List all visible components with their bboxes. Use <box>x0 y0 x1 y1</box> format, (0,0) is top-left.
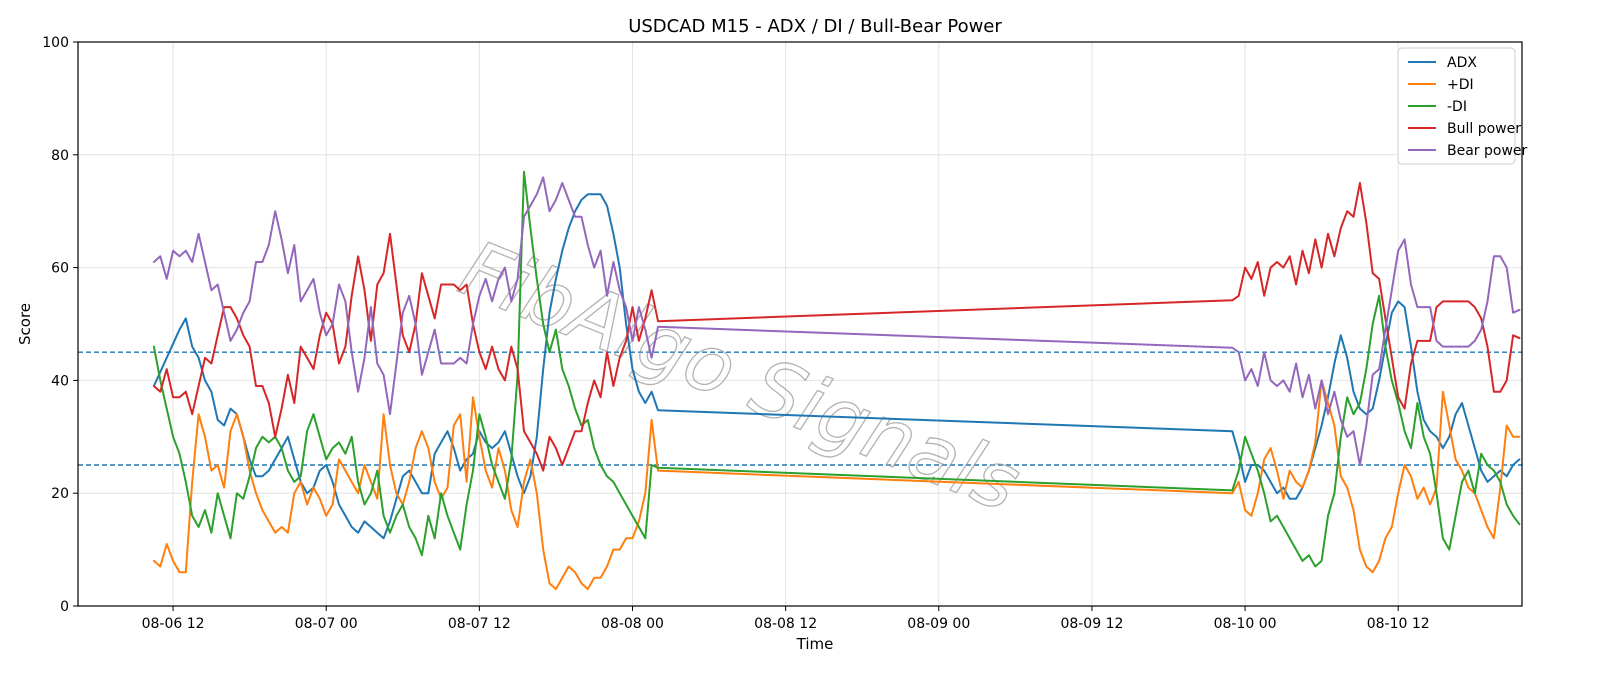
y-tick-label: 60 <box>51 261 69 277</box>
x-tick-label: 08-07 12 <box>448 616 511 632</box>
y-axis-label: Score <box>16 303 34 345</box>
x-tick-label: 08-10 00 <box>1214 616 1277 632</box>
x-tick-label: 08-10 12 <box>1367 616 1430 632</box>
y-tick-label: 0 <box>60 599 69 615</box>
plot-frame <box>77 41 1523 607</box>
x-axis: 08-06 12 08-07 00 08-07 12 08-08 00 08-08 12… <box>142 606 1430 632</box>
x-tick-label: 08-08 12 <box>754 616 817 632</box>
y-tick-label: 100 <box>42 35 69 51</box>
legend: ADX +DI -DI Bull power Bear power <box>1397 47 1528 165</box>
y-axis: 0 20 40 60 80 100 <box>42 35 78 615</box>
y-tick-label: 80 <box>51 148 69 164</box>
x-axis-label: Time <box>796 635 834 653</box>
legend-label-adx: ADX <box>1447 55 1477 71</box>
reference-lines <box>78 351 1522 466</box>
legend-label-plus-di: +DI <box>1447 77 1474 93</box>
series-line-minus-di <box>152 170 1521 568</box>
x-tick-label: 08-09 12 <box>1060 616 1123 632</box>
chart-title: USDCAD M15 - ADX / DI / Bull-Bear Power <box>628 16 1002 37</box>
x-tick-label: 08-06 12 <box>142 616 205 632</box>
y-tick-label: 40 <box>51 373 69 389</box>
x-tick-label: 08-08 00 <box>601 616 664 632</box>
series-line-adx <box>152 193 1521 540</box>
legend-box <box>1397 47 1516 165</box>
series-line-plus-di <box>152 379 1521 591</box>
legend-label-bear-power: Bear power <box>1447 143 1528 159</box>
x-tick-label: 08-07 00 <box>295 616 358 632</box>
series-line-bear-power <box>152 176 1521 466</box>
x-tick-label: 08-09 00 <box>907 616 970 632</box>
legend-label-bull-power: Bull power <box>1447 121 1521 137</box>
legend-label-minus-di: -DI <box>1447 99 1467 115</box>
series-lines <box>152 170 1521 591</box>
y-tick-label: 20 <box>51 486 69 502</box>
